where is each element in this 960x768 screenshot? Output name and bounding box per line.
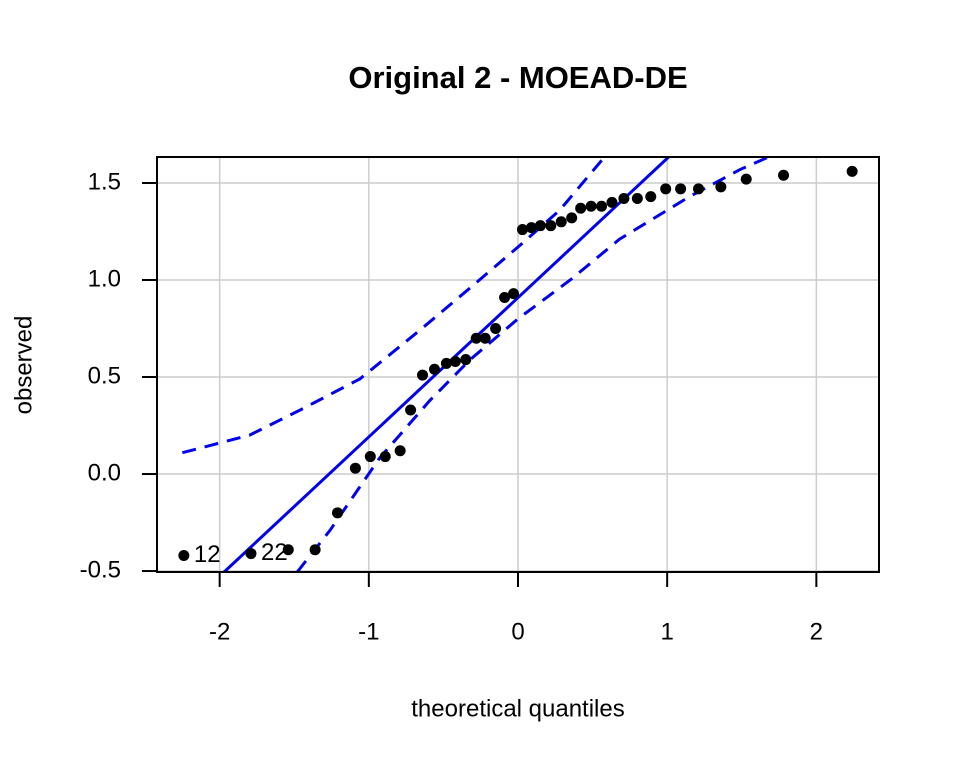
chart-title: Original 2 - MOEAD-DE [348,60,687,95]
point [846,165,858,177]
point [618,193,630,205]
point [499,291,511,303]
y-tick-label: 1.5 [88,168,121,195]
point [555,216,567,228]
x-axis-label: theoretical quantiles [411,695,624,722]
x-tick-label: 0 [511,618,524,645]
x-tick-label: -1 [358,618,379,645]
point [525,222,537,234]
point [516,224,528,236]
point [740,173,752,185]
point [566,212,578,224]
point [631,193,643,205]
point [332,507,343,519]
point [379,451,391,463]
point [449,355,461,367]
point-label: 22 [261,539,288,566]
envelope-lower [296,157,770,572]
point [606,196,618,208]
point [479,332,491,344]
x-tick-label: 1 [660,618,673,645]
point [440,357,452,369]
y-axis-label: observed [10,316,37,415]
point [364,451,376,463]
point [282,544,294,556]
point [545,220,557,232]
point [534,220,546,232]
y-tick-label: 1.0 [88,265,121,292]
point [575,202,587,214]
point [460,354,472,366]
x-tick-label: -2 [209,618,230,645]
point [675,183,687,195]
point [660,183,672,195]
y-tick-label: -0.5 [80,556,121,583]
point [405,404,417,416]
point-label: 12 [194,541,221,568]
plot-area [181,157,770,572]
point [470,332,482,344]
y-tick-label: 0.5 [88,362,121,389]
point [178,550,190,562]
x-tick-label: 2 [810,618,823,645]
point [349,462,361,474]
point [778,169,790,181]
point [715,181,727,193]
point [645,191,657,203]
envelope-upper [181,157,606,455]
grid [157,157,879,572]
point [508,288,520,300]
point [428,363,440,375]
point [245,548,257,560]
point [309,544,321,556]
point [394,445,406,457]
point [596,200,608,212]
y-tick-label: 0.0 [88,459,121,486]
point [417,369,429,381]
point [490,323,502,335]
point [585,200,597,212]
point [693,183,704,195]
